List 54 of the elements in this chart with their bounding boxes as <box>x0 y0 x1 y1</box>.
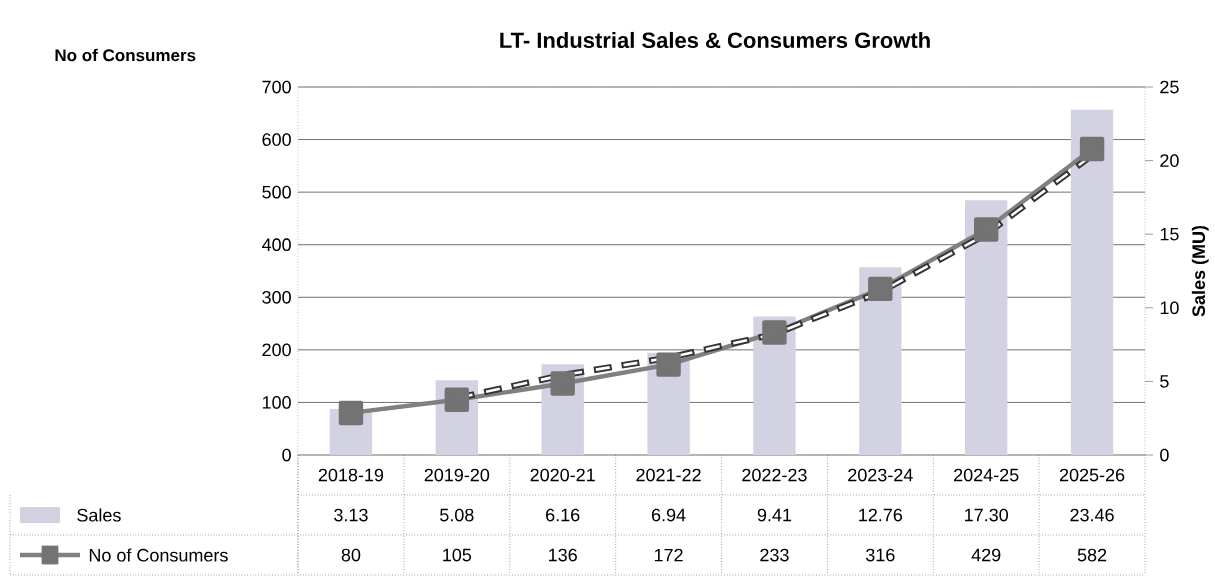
data-label: 17.30 <box>965 508 1009 522</box>
y2-tick-label: 15 <box>1160 227 1179 241</box>
data-label: 582 <box>1077 548 1107 562</box>
legend-label: No of Consumers <box>89 548 228 562</box>
bar <box>965 200 1008 455</box>
data-label: 9.41 <box>757 508 792 522</box>
data-label: 6.94 <box>651 508 686 522</box>
y2-tick-label: 10 <box>1160 301 1179 315</box>
data-label: 12.76 <box>859 508 903 522</box>
y-tick-label: 700 <box>262 80 291 94</box>
y-tick-label: 600 <box>262 133 291 146</box>
point <box>656 352 681 377</box>
y-tick-label: 300 <box>262 290 291 304</box>
y-tick-label: 500 <box>262 185 291 199</box>
data-label: 172 <box>654 548 683 562</box>
y2-axis-title: Sales (MU) <box>1191 225 1209 317</box>
point <box>974 217 999 242</box>
x-tick-label: 2025-26 <box>1059 468 1125 482</box>
y2-tick-label: 20 <box>1160 154 1179 167</box>
x-tick-label: 2021-22 <box>636 468 701 482</box>
point <box>550 371 575 396</box>
data-label: 5.08 <box>440 508 474 522</box>
bar <box>859 267 902 455</box>
point <box>868 276 893 302</box>
data-label: 136 <box>549 548 577 562</box>
data-label: 80 <box>341 548 361 562</box>
y2-tick-label: 25 <box>1160 80 1179 94</box>
x-tick-label: 2020-21 <box>530 468 595 482</box>
bar <box>1070 109 1114 455</box>
y-tick-label: 0 <box>282 448 291 462</box>
data-label: 3.13 <box>334 508 368 522</box>
point <box>1079 136 1105 162</box>
y-axis-title: No of Consumers <box>55 48 196 62</box>
y-tick-label: 400 <box>261 238 291 252</box>
data-label: 23.46 <box>1070 508 1114 522</box>
data-label: 316 <box>866 548 895 562</box>
data-label: 233 <box>760 548 789 562</box>
data-label: 105 <box>443 548 472 562</box>
x-tick-label: 2018-19 <box>318 468 384 482</box>
y-tick-label: 200 <box>262 343 291 357</box>
legend-label: Sales <box>77 508 121 522</box>
x-tick-label: 2019-20 <box>424 468 490 482</box>
chart-title: LT- Industrial Sales & Consumers Growth <box>500 31 930 49</box>
data-label: 429 <box>971 548 1001 562</box>
x-tick-label: 2022-23 <box>742 468 807 482</box>
point <box>338 400 364 426</box>
y2-tick-label: 0 <box>1160 448 1169 462</box>
point <box>762 320 787 345</box>
y2-tick-label: 5 <box>1160 375 1169 388</box>
y-tick-label: 100 <box>262 396 291 409</box>
x-tick-label: 2024-25 <box>954 468 1019 482</box>
x-tick-label: 2023-24 <box>848 468 913 482</box>
data-label: 6.16 <box>546 508 580 522</box>
point <box>444 387 470 412</box>
